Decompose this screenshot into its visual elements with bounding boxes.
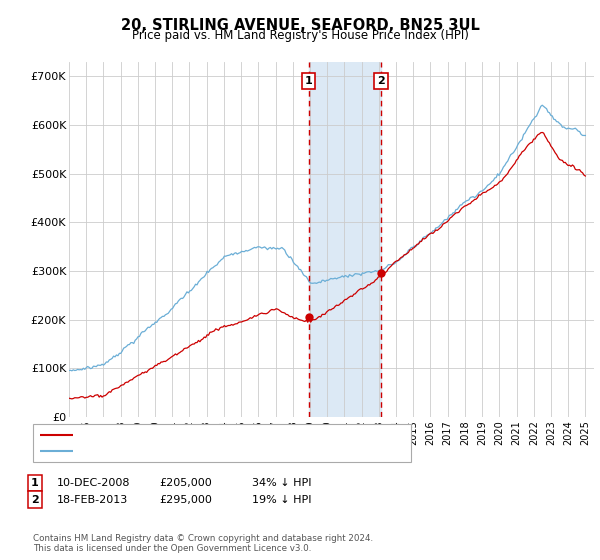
Text: 2: 2 (377, 76, 385, 86)
Text: 20, STIRLING AVENUE, SEAFORD, BN25 3UL: 20, STIRLING AVENUE, SEAFORD, BN25 3UL (121, 18, 479, 33)
Text: 34% ↓ HPI: 34% ↓ HPI (252, 478, 311, 488)
Text: £205,000: £205,000 (159, 478, 212, 488)
Bar (308, 62, 381, 417)
Text: £295,000: £295,000 (159, 494, 212, 505)
Text: 20, STIRLING AVENUE, SEAFORD, BN25 3UL (detached house): 20, STIRLING AVENUE, SEAFORD, BN25 3UL (… (80, 430, 402, 440)
Text: HPI: Average price, detached house, Lewes: HPI: Average price, detached house, Lewe… (80, 446, 305, 456)
Text: 1: 1 (31, 478, 38, 488)
Text: 18-FEB-2013: 18-FEB-2013 (57, 494, 128, 505)
Text: Price paid vs. HM Land Registry's House Price Index (HPI): Price paid vs. HM Land Registry's House … (131, 29, 469, 42)
Text: 19% ↓ HPI: 19% ↓ HPI (252, 494, 311, 505)
Text: 1: 1 (305, 76, 313, 86)
Text: 2: 2 (31, 494, 38, 505)
Text: 10-DEC-2008: 10-DEC-2008 (57, 478, 131, 488)
Text: Contains HM Land Registry data © Crown copyright and database right 2024.
This d: Contains HM Land Registry data © Crown c… (33, 534, 373, 553)
